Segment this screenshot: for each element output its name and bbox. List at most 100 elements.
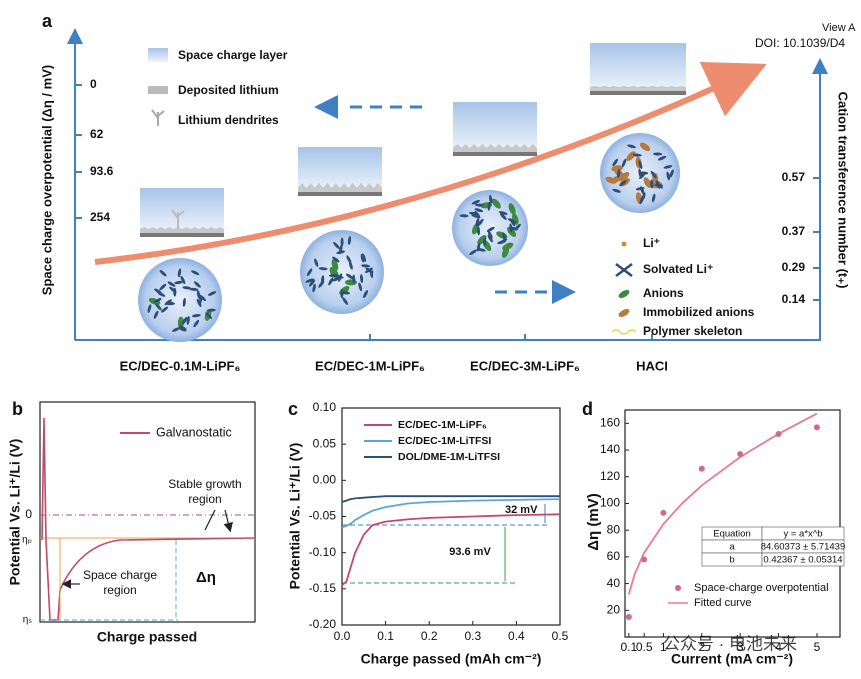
table-cell <box>761 552 845 567</box>
ion <box>358 282 363 292</box>
y-tick-label: -0.05 <box>309 509 337 523</box>
left-tick-label: 254 <box>90 210 110 224</box>
deposited-lithium <box>298 183 382 192</box>
ion <box>605 176 617 184</box>
dendrite <box>171 209 185 229</box>
panel-a-art <box>148 48 576 304</box>
legend-label: Space-charge overpotential <box>694 582 829 594</box>
legend-label: Fitted curve <box>694 597 751 609</box>
ion <box>650 179 654 189</box>
data-point <box>737 451 744 458</box>
ion <box>205 312 213 319</box>
ion <box>498 211 508 215</box>
electrolyte <box>138 258 222 342</box>
ion <box>153 310 159 319</box>
ion <box>361 253 367 262</box>
data-point <box>660 509 667 516</box>
ion <box>314 258 319 267</box>
ion <box>159 270 167 277</box>
ion <box>352 274 356 284</box>
ion <box>476 226 481 236</box>
ion <box>360 253 365 263</box>
ion <box>169 286 177 293</box>
x-tick-label: 0.3 <box>464 629 481 643</box>
ion <box>189 287 199 291</box>
ion <box>147 304 152 313</box>
ion <box>476 248 486 252</box>
ion <box>487 201 491 211</box>
ion <box>617 168 621 178</box>
ion <box>164 299 172 306</box>
ion <box>611 165 624 172</box>
annotation: region <box>103 583 136 597</box>
ion <box>308 279 316 287</box>
ion <box>342 297 349 305</box>
legend-symbol <box>621 241 627 247</box>
ion <box>500 213 507 220</box>
ion <box>654 183 664 187</box>
view-link[interactable]: View A <box>822 22 856 34</box>
series-line <box>341 513 561 586</box>
ion <box>653 152 663 156</box>
ion <box>627 144 636 149</box>
electrode <box>453 152 537 156</box>
left-tick-label: 93.6 <box>90 164 114 178</box>
legend-label: Anions <box>643 286 684 300</box>
curve <box>41 417 256 621</box>
x-tick-label: 0.4 <box>508 629 525 643</box>
ion <box>639 171 649 175</box>
legend-symbol <box>611 329 637 335</box>
legend-label: Immobilized anions <box>643 305 755 319</box>
y-label: ηₚ <box>22 535 32 546</box>
ion <box>339 244 343 254</box>
electrode <box>590 91 686 95</box>
y-axis-title: Potential Vs. Li⁺/Li (V) <box>287 443 303 590</box>
data-point <box>625 613 632 620</box>
x-tick-label: 2 <box>698 640 705 654</box>
ion <box>507 218 517 224</box>
ion <box>347 235 352 245</box>
ion <box>638 160 643 170</box>
legend-label: DOL/DME-1M-LiTFSI <box>398 451 500 463</box>
y-tick-label: 0.05 <box>313 436 337 450</box>
y-tick-label: 160 <box>600 416 620 430</box>
legend-symbol <box>615 263 633 277</box>
left-tick-label: 62 <box>90 127 104 141</box>
panel-label: b <box>12 399 23 419</box>
watermark: 公众号 · 电池未来 <box>663 634 797 653</box>
y-axis-title: Potential Vs. Li⁺/Li (V) <box>7 439 23 586</box>
y-tick-label: -0.10 <box>309 545 337 559</box>
annotation: 93.6 mV <box>449 546 491 558</box>
legend-label: Space charge layer <box>178 48 288 62</box>
ion <box>331 277 341 282</box>
space-charge-layer <box>453 102 537 152</box>
ion <box>639 142 651 152</box>
y-tick-label: -0.20 <box>309 617 337 631</box>
data-point <box>813 424 820 431</box>
ion <box>459 214 469 218</box>
y-axis-title: Δη (mV) <box>585 493 602 550</box>
ion <box>160 306 169 313</box>
ion <box>469 249 477 256</box>
table-text: Equation <box>713 529 751 540</box>
ion <box>626 151 636 161</box>
ion <box>497 240 506 245</box>
x-tick-label: 0.1 <box>620 640 637 654</box>
ion <box>186 315 190 325</box>
legend-label: Galvanostatic <box>156 425 232 439</box>
x-tick-label: 5 <box>814 640 821 654</box>
x-tick-label: 1 <box>660 640 667 654</box>
ion <box>635 187 645 191</box>
y-tick-label: 20 <box>607 602 621 616</box>
annotation: Space charge <box>83 568 157 582</box>
ion <box>182 286 192 290</box>
x-tick-label: 0.0 <box>334 629 351 643</box>
ion <box>174 280 184 285</box>
deposited-lithium <box>140 227 224 233</box>
ion <box>514 223 521 231</box>
ion <box>632 153 642 157</box>
ion <box>198 296 203 306</box>
ion <box>153 298 162 304</box>
plot-frame <box>39 401 256 623</box>
